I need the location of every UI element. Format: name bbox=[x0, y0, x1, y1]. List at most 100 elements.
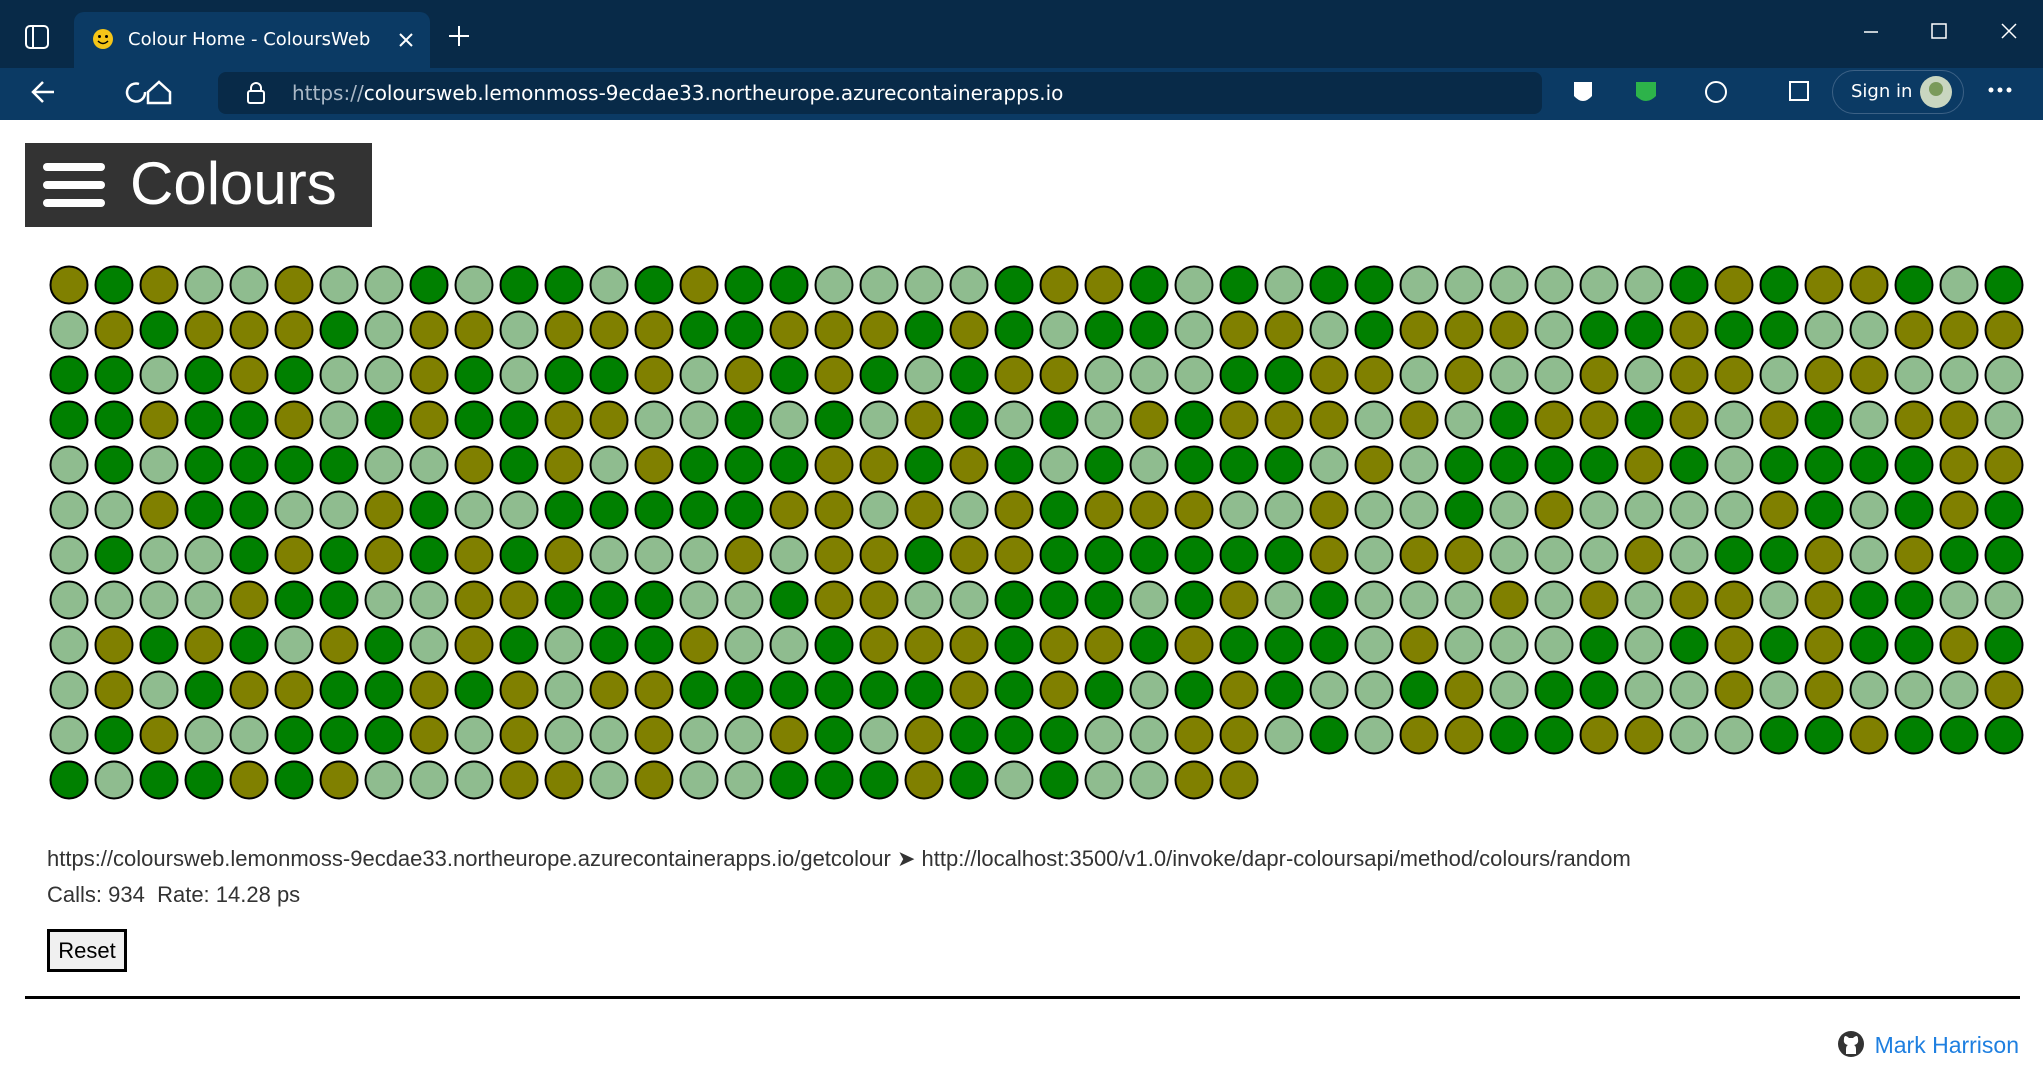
colour-dot bbox=[319, 535, 359, 575]
colour-dot bbox=[904, 580, 944, 620]
colour-dot bbox=[724, 265, 764, 305]
colour-dot bbox=[1714, 580, 1754, 620]
tab-actions[interactable] bbox=[24, 24, 50, 50]
colour-dot bbox=[1039, 355, 1079, 395]
colour-dot bbox=[1084, 670, 1124, 710]
url: https://coloursweb.lemonmoss-9ecdae33.no… bbox=[292, 81, 1063, 105]
tab[interactable]: Colour Home - ColoursWeb bbox=[74, 12, 430, 68]
close-tab[interactable] bbox=[398, 32, 414, 48]
colour-dot bbox=[1039, 625, 1079, 665]
colour-dot bbox=[769, 625, 809, 665]
navbar-brand[interactable]: Colours bbox=[25, 143, 372, 227]
colour-dot bbox=[94, 490, 134, 530]
colour-dot bbox=[1354, 715, 1394, 755]
colour-dot bbox=[1669, 580, 1709, 620]
colour-dot bbox=[1534, 445, 1574, 485]
colour-dot bbox=[1084, 445, 1124, 485]
colour-dot bbox=[1354, 265, 1394, 305]
colour-dot bbox=[859, 535, 899, 575]
sign-in[interactable]: Sign in bbox=[1832, 70, 1964, 114]
colour-dot bbox=[319, 310, 359, 350]
author: Mark Harrison bbox=[1874, 1032, 2019, 1058]
colour-dot bbox=[409, 535, 449, 575]
colour-dot bbox=[994, 760, 1034, 800]
favicon bbox=[93, 29, 113, 49]
colour-dot bbox=[949, 715, 989, 755]
nav-buttons[interactable] bbox=[30, 78, 180, 106]
colour-dot bbox=[589, 760, 629, 800]
colour-dot bbox=[634, 625, 674, 665]
colour-dot bbox=[589, 355, 629, 395]
colour-dot bbox=[814, 625, 854, 665]
colour-dot bbox=[1039, 400, 1079, 440]
colour-dot bbox=[1939, 265, 1979, 305]
colour-dot bbox=[1534, 265, 1574, 305]
colour-dot bbox=[274, 670, 314, 710]
colour-dot bbox=[1534, 310, 1574, 350]
colour-dot bbox=[1444, 310, 1484, 350]
menu[interactable] bbox=[1988, 86, 2012, 94]
colour-dot bbox=[364, 715, 404, 755]
colour-dot bbox=[364, 670, 404, 710]
colour-dot bbox=[1939, 580, 1979, 620]
colour-dot bbox=[589, 445, 629, 485]
colour-dot bbox=[1849, 355, 1889, 395]
colour-dot bbox=[184, 760, 224, 800]
colour-dot bbox=[49, 310, 89, 350]
colour-dot bbox=[229, 490, 269, 530]
colour-dot bbox=[1174, 490, 1214, 530]
colour-dot bbox=[589, 625, 629, 665]
reset-button[interactable]: Reset bbox=[47, 929, 127, 972]
colour-dot bbox=[769, 490, 809, 530]
window-controls[interactable] bbox=[1860, 20, 2030, 44]
colour-dot bbox=[1129, 445, 1169, 485]
colour-dot bbox=[1669, 445, 1709, 485]
colour-dot bbox=[994, 535, 1034, 575]
colour-dot bbox=[1759, 355, 1799, 395]
colour-dot bbox=[1894, 535, 1934, 575]
colour-dot bbox=[1579, 265, 1619, 305]
colour-dot bbox=[184, 625, 224, 665]
extension-icons[interactable] bbox=[1570, 76, 1820, 108]
colour-dot bbox=[499, 355, 539, 395]
colour-dot bbox=[949, 490, 989, 530]
colour-dot bbox=[814, 355, 854, 395]
colour-dot bbox=[1984, 445, 2024, 485]
colour-dot bbox=[49, 445, 89, 485]
avatar bbox=[1920, 76, 1952, 108]
colour-dot bbox=[1309, 670, 1349, 710]
footer-link[interactable]: Mark Harrison bbox=[1837, 1030, 2019, 1059]
divider bbox=[25, 996, 2020, 999]
colour-dot bbox=[49, 715, 89, 755]
colour-dot bbox=[1849, 580, 1889, 620]
new-tab[interactable] bbox=[448, 25, 470, 47]
colour-dot bbox=[1669, 535, 1709, 575]
colour-dot bbox=[409, 625, 449, 665]
colour-dot bbox=[1849, 490, 1889, 530]
colour-dot bbox=[589, 535, 629, 575]
colour-dot bbox=[1669, 490, 1709, 530]
tab-bar: Colour Home - ColoursWeb bbox=[0, 0, 2043, 68]
colour-dot bbox=[319, 670, 359, 710]
colour-dot bbox=[1624, 310, 1664, 350]
colour-dot bbox=[1534, 580, 1574, 620]
colour-dot bbox=[1444, 445, 1484, 485]
colour-dot bbox=[544, 490, 584, 530]
colour-dot bbox=[589, 265, 629, 305]
colour-dot bbox=[139, 310, 179, 350]
colour-dot bbox=[1039, 580, 1079, 620]
colour-dot bbox=[904, 355, 944, 395]
colour-dot bbox=[1579, 445, 1619, 485]
colour-dot bbox=[1894, 490, 1934, 530]
colour-dot bbox=[949, 580, 989, 620]
colour-dot bbox=[1804, 580, 1844, 620]
colour-dot bbox=[814, 265, 854, 305]
colour-dot bbox=[679, 490, 719, 530]
colour-dot bbox=[1399, 580, 1439, 620]
address-bar[interactable]: https://coloursweb.lemonmoss-9ecdae33.no… bbox=[218, 72, 1542, 114]
colour-dot bbox=[1939, 355, 1979, 395]
colour-dot bbox=[139, 400, 179, 440]
colour-dot bbox=[49, 355, 89, 395]
colour-dot bbox=[1354, 535, 1394, 575]
